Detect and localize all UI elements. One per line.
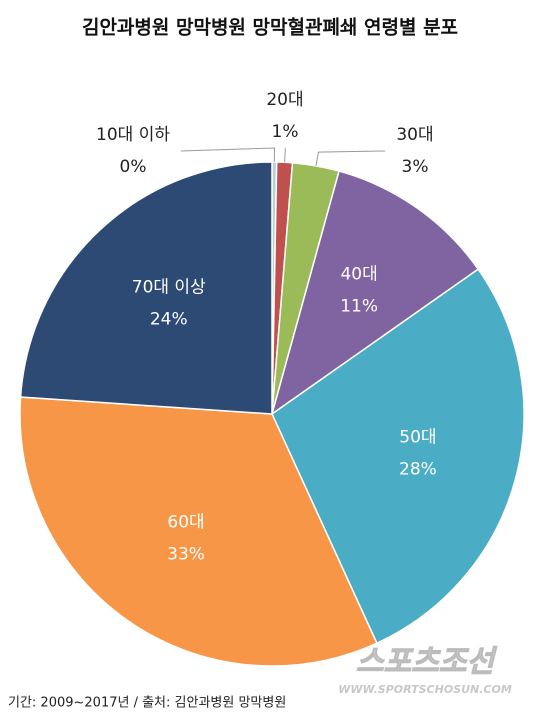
- pie-slice: [271, 268, 525, 645]
- leader-line: [315, 150, 386, 166]
- slice-value-label: 24%: [150, 310, 188, 330]
- pie-slice: [270, 170, 480, 416]
- slice-value-label: 0%: [120, 157, 147, 177]
- slice-value-label: 3%: [402, 157, 429, 177]
- slice-category: 50대: [399, 428, 436, 448]
- slice-category: 70대 이상: [132, 278, 206, 298]
- footnote: 기간: 2009~2017년 / 출처: 김안과병원 망막병원: [8, 696, 286, 711]
- slice-category: 30대: [396, 125, 433, 145]
- leader-line: [180, 147, 276, 163]
- watermark-url: WWW.SPORTSCHOSUN.COM: [338, 683, 512, 696]
- pie-slice: [19, 161, 273, 415]
- slice-value-label: 1%: [272, 122, 299, 142]
- slice-category: 10대 이하: [96, 125, 170, 145]
- leader-line: [284, 147, 286, 163]
- pie-slice: [19, 396, 378, 667]
- slice-category: 20대: [266, 90, 303, 110]
- chart-title: 김안과병원 망막병원 망막혈관폐쇄 연령별 분포: [82, 16, 458, 39]
- slice-value-label: 11%: [340, 296, 378, 316]
- slice-category: 40대: [340, 264, 377, 284]
- slice-value-label: 28%: [399, 460, 437, 480]
- slice-value-label: 33%: [167, 544, 205, 564]
- slice-category: 60대: [167, 512, 204, 532]
- watermark: 스포츠조선: [356, 645, 497, 680]
